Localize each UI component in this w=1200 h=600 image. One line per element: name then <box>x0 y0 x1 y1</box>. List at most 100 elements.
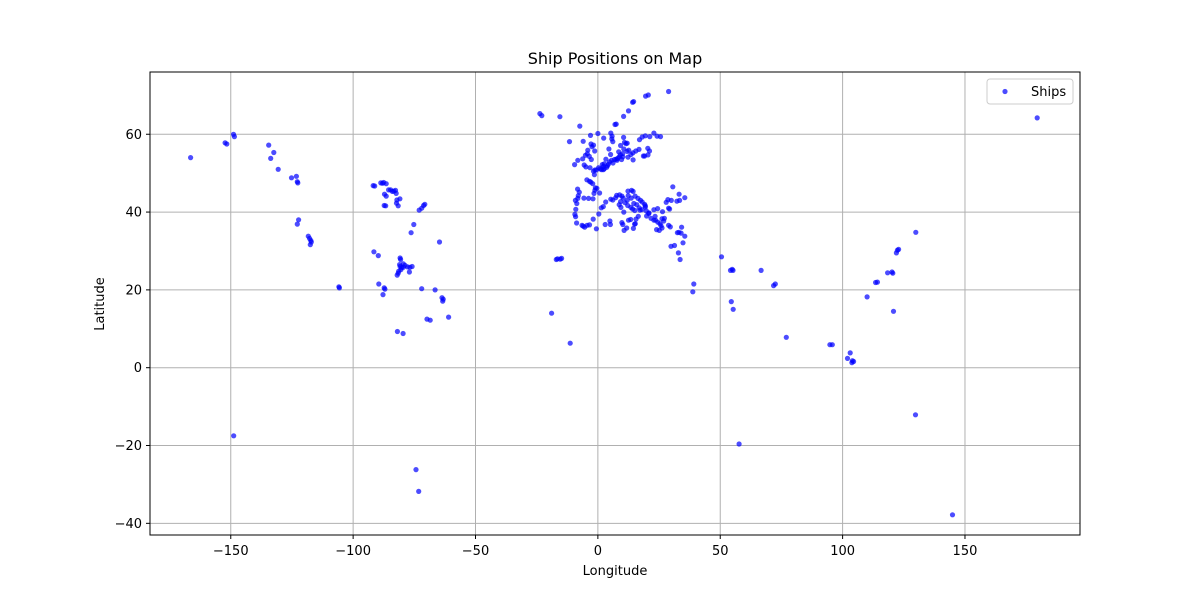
ship-point <box>642 203 648 209</box>
ship-point <box>679 224 685 230</box>
ship-point <box>642 133 648 139</box>
ship-point <box>736 441 742 447</box>
ship-point <box>586 178 593 184</box>
ship-point <box>645 92 651 98</box>
ship-point <box>621 227 627 233</box>
ship-point <box>631 200 637 207</box>
ship-point <box>383 203 389 209</box>
ship-point <box>678 230 684 236</box>
ship-point <box>783 334 789 340</box>
ship-point <box>224 141 230 147</box>
ship-point <box>575 186 581 192</box>
ship-point <box>372 183 378 189</box>
ship-point <box>730 306 736 312</box>
ship-point <box>670 184 676 190</box>
ship-point <box>587 165 593 171</box>
ship-point <box>614 157 620 163</box>
ship-point <box>621 113 627 119</box>
x-tick-label: −50 <box>462 544 489 559</box>
ship-point <box>620 154 626 160</box>
ship-point <box>630 225 637 231</box>
legend: Ships <box>986 78 1074 105</box>
ship-point <box>844 355 851 361</box>
ship-point <box>394 328 400 335</box>
ship-point <box>682 233 688 239</box>
ship-point <box>590 142 597 148</box>
ship-point <box>602 221 608 228</box>
ship-point <box>644 213 650 219</box>
ship-point <box>913 229 919 235</box>
ship-point <box>772 281 778 287</box>
ship-point <box>912 412 919 418</box>
ship-point <box>667 206 673 212</box>
ship-point <box>595 130 601 137</box>
x-tick-label: 150 <box>953 544 978 559</box>
ship-point <box>231 134 237 140</box>
ship-point <box>592 187 598 193</box>
ship-point <box>691 281 697 287</box>
ship-point <box>636 146 642 152</box>
ship-point <box>553 256 559 263</box>
x-tick-label: −100 <box>335 544 371 559</box>
ship-point <box>574 220 580 226</box>
ship-point <box>618 142 624 149</box>
x-tick-label: 0 <box>594 544 602 559</box>
ship-point <box>295 180 301 186</box>
ship-point <box>625 193 631 199</box>
ship-point <box>610 160 616 166</box>
ship-point <box>758 267 764 273</box>
ship-point <box>296 217 302 223</box>
ship-point <box>601 135 607 141</box>
ship-point <box>618 204 624 210</box>
ship-point <box>436 239 443 245</box>
ship-point <box>896 246 902 252</box>
ship-point <box>890 308 897 314</box>
ship-point <box>610 139 616 145</box>
data-points <box>188 88 1040 518</box>
ship-point <box>271 149 277 156</box>
ship-point <box>293 173 299 179</box>
ship-point <box>730 267 736 273</box>
ship-point <box>677 197 683 203</box>
x-tick-label: 50 <box>712 544 729 559</box>
ship-point <box>625 108 632 114</box>
ship-point <box>413 467 419 473</box>
ship-point <box>288 175 295 181</box>
ship-point <box>663 199 669 205</box>
ship-point <box>676 191 682 197</box>
ship-point <box>657 134 664 140</box>
legend-box <box>986 78 1074 105</box>
ship-point <box>566 139 573 145</box>
ship-point <box>586 222 593 228</box>
ship-point <box>632 221 638 227</box>
y-tick-label: 20 <box>125 283 142 298</box>
ship-point <box>583 164 589 170</box>
ship-point <box>375 253 381 259</box>
ship-point <box>621 134 627 140</box>
y-axis-label: Latitude <box>93 277 108 331</box>
ship-point <box>382 286 388 292</box>
ship-point <box>659 209 666 215</box>
ship-point <box>591 172 598 178</box>
ship-point <box>616 149 622 155</box>
y-tick-label: 40 <box>125 206 142 221</box>
ship-point <box>619 220 625 226</box>
ship-point <box>682 195 688 201</box>
ship-point <box>419 286 425 292</box>
ship-point <box>675 250 682 256</box>
ship-point <box>600 167 606 173</box>
ship-point <box>608 151 614 158</box>
y-tick-label: 60 <box>125 128 142 143</box>
ship-point <box>294 221 300 227</box>
y-tick-label: −40 <box>115 517 142 532</box>
ship-point <box>829 342 835 348</box>
ship-point <box>630 157 636 163</box>
ship-point <box>671 242 678 249</box>
ship-point <box>603 156 609 162</box>
ship-point <box>609 133 615 139</box>
ship-point <box>625 154 631 160</box>
ship-point <box>575 157 581 163</box>
ship-point <box>393 190 399 196</box>
ship-point <box>596 211 602 217</box>
